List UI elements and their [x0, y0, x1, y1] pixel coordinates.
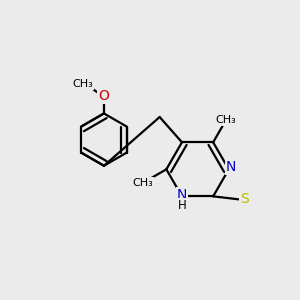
Text: CH₃: CH₃ [133, 178, 153, 188]
Text: N: N [177, 188, 187, 202]
Text: N: N [226, 160, 236, 174]
Text: O: O [98, 89, 110, 103]
Text: H: H [178, 200, 186, 212]
Text: CH₃: CH₃ [215, 115, 236, 125]
Text: CH₃: CH₃ [73, 79, 94, 89]
Text: S: S [240, 192, 249, 206]
